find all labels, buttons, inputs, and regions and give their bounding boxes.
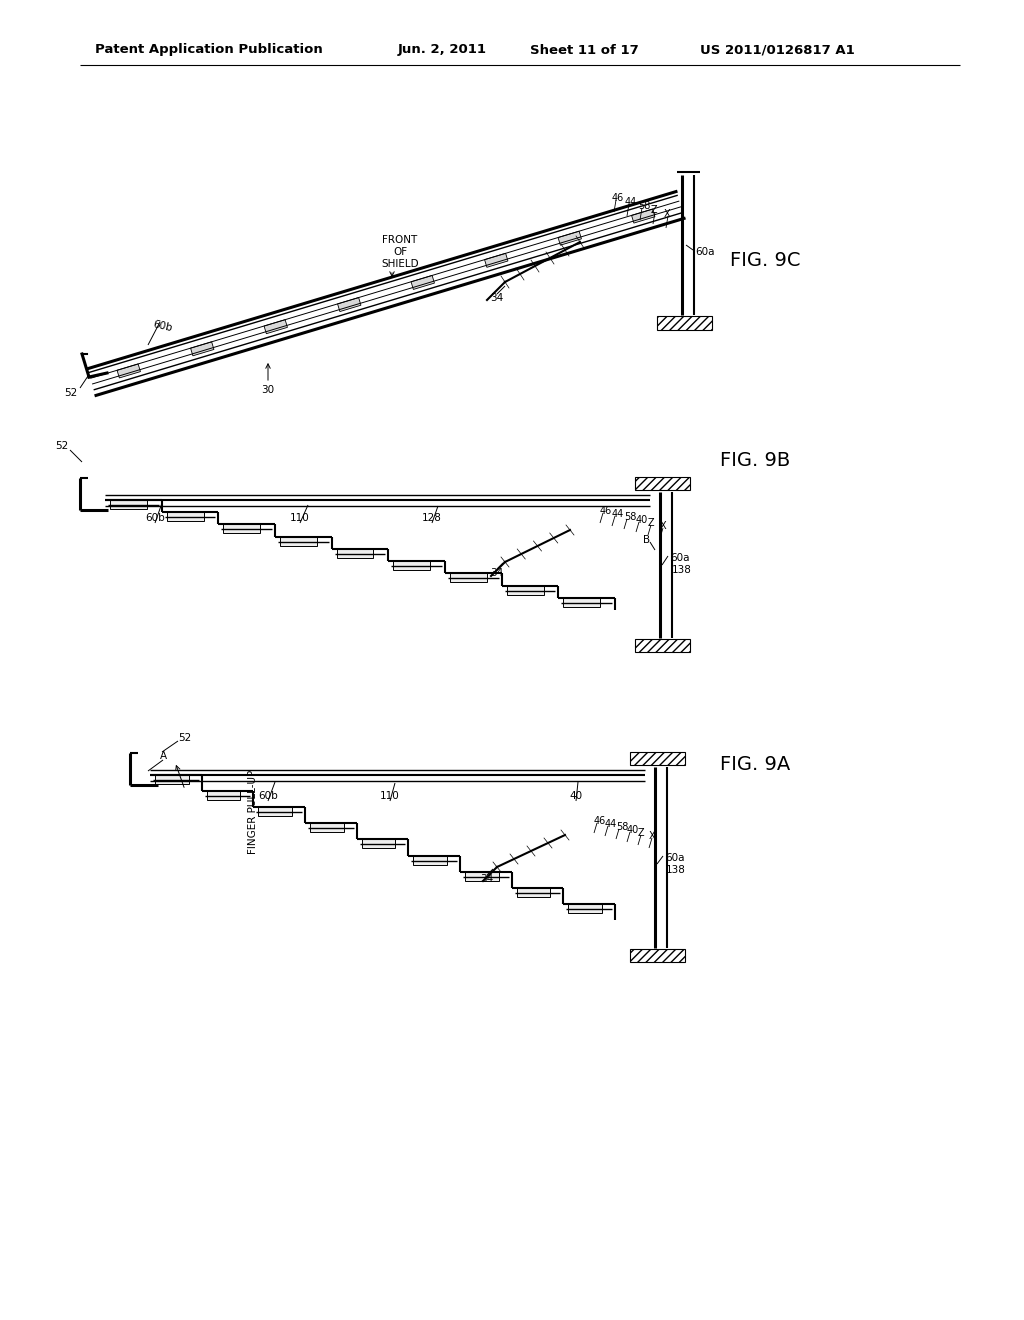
Text: 60b: 60b <box>258 791 278 801</box>
Text: 52: 52 <box>54 441 68 451</box>
Bar <box>258 807 292 816</box>
Text: 60a: 60a <box>665 853 684 863</box>
Bar <box>110 499 146 510</box>
Bar <box>414 854 446 865</box>
Text: A: A <box>160 751 167 762</box>
Text: FIG. 9A: FIG. 9A <box>720 755 791 775</box>
Bar <box>568 903 602 913</box>
Text: 58: 58 <box>616 822 629 832</box>
Text: 44: 44 <box>625 197 637 207</box>
Text: FIG. 9B: FIG. 9B <box>720 450 791 470</box>
Bar <box>635 477 690 490</box>
Text: X: X <box>649 832 655 841</box>
Text: 34: 34 <box>490 293 504 304</box>
Text: 46: 46 <box>612 193 625 203</box>
Text: 30: 30 <box>261 385 274 395</box>
Bar <box>167 511 204 521</box>
Bar <box>207 791 241 800</box>
Bar <box>465 871 499 880</box>
Bar <box>337 548 374 558</box>
Bar <box>507 585 544 594</box>
Text: 44: 44 <box>605 818 617 829</box>
Text: Sheet 11 of 17: Sheet 11 of 17 <box>530 44 639 57</box>
Bar <box>517 887 550 896</box>
Text: Z: Z <box>648 517 654 528</box>
Text: 34: 34 <box>490 568 504 578</box>
Polygon shape <box>484 253 508 268</box>
Text: 44: 44 <box>612 510 625 519</box>
Text: OF: OF <box>393 247 408 257</box>
Text: 40: 40 <box>636 515 648 525</box>
Polygon shape <box>338 297 360 312</box>
Bar <box>310 822 344 833</box>
Text: 58: 58 <box>624 512 636 521</box>
Text: FIG. 9C: FIG. 9C <box>730 251 801 269</box>
Bar <box>563 597 600 607</box>
Text: 128: 128 <box>422 513 442 523</box>
Polygon shape <box>117 364 140 378</box>
Polygon shape <box>558 231 582 246</box>
Text: 138: 138 <box>666 865 686 875</box>
Text: 60a: 60a <box>670 553 689 564</box>
Text: 110: 110 <box>380 791 400 801</box>
Text: 40: 40 <box>569 791 583 801</box>
Bar <box>630 949 685 962</box>
Text: X: X <box>660 521 667 531</box>
Bar <box>223 524 260 533</box>
Polygon shape <box>411 276 434 289</box>
Bar <box>361 838 395 849</box>
Text: 110: 110 <box>290 513 310 523</box>
Text: 60b: 60b <box>152 319 173 333</box>
Text: 52: 52 <box>178 733 191 743</box>
Text: 46: 46 <box>594 816 606 826</box>
Polygon shape <box>190 342 214 356</box>
Bar <box>635 639 690 652</box>
Text: SHIELD: SHIELD <box>381 259 419 269</box>
Text: Z: Z <box>651 205 657 215</box>
Text: Z: Z <box>638 828 645 838</box>
Text: 34: 34 <box>480 874 494 884</box>
Bar <box>450 573 486 582</box>
Text: 60a: 60a <box>695 247 715 257</box>
Text: 40: 40 <box>627 825 639 836</box>
Text: 58: 58 <box>638 201 650 211</box>
Text: FINGER PULL-UP: FINGER PULL-UP <box>248 770 258 854</box>
Polygon shape <box>264 319 288 334</box>
Bar <box>657 315 712 330</box>
Text: FRONT: FRONT <box>382 235 418 246</box>
Text: X: X <box>664 209 671 219</box>
Bar <box>393 560 430 570</box>
Text: 138: 138 <box>672 565 692 576</box>
Text: 52: 52 <box>63 388 77 399</box>
Text: B: B <box>643 535 650 545</box>
Text: US 2011/0126817 A1: US 2011/0126817 A1 <box>700 44 855 57</box>
Text: Patent Application Publication: Patent Application Publication <box>95 44 323 57</box>
Text: 46: 46 <box>600 506 612 516</box>
Polygon shape <box>632 209 655 223</box>
Text: 60b: 60b <box>145 513 165 523</box>
Bar <box>630 752 685 766</box>
Bar <box>155 774 188 784</box>
Text: Jun. 2, 2011: Jun. 2, 2011 <box>398 44 487 57</box>
Bar <box>280 536 316 545</box>
